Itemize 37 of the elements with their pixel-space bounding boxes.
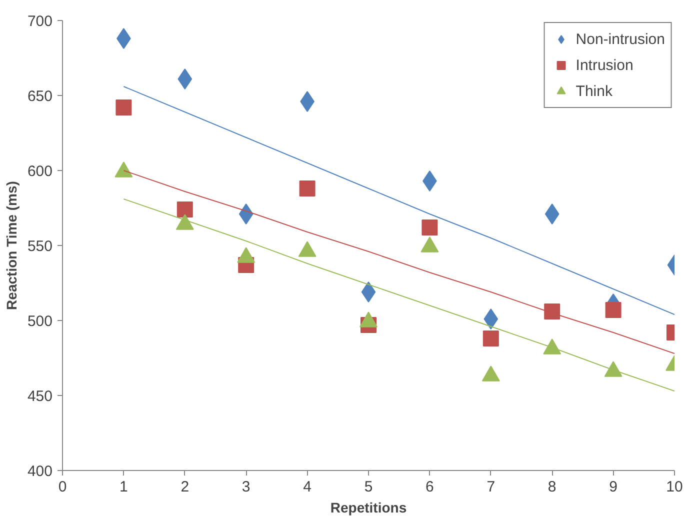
point xyxy=(238,204,254,224)
x-tick-label: 4 xyxy=(303,478,312,496)
y-tick-label: 700 xyxy=(27,13,53,30)
x-tick-label: 9 xyxy=(609,478,618,496)
point xyxy=(422,220,438,236)
y-tick-label: 450 xyxy=(27,388,53,405)
y-tick-label: 400 xyxy=(27,463,53,480)
x-axis-title: Repetitions xyxy=(330,500,407,516)
line-series xyxy=(123,198,674,392)
point xyxy=(482,330,499,346)
x-tick-label: 7 xyxy=(486,478,496,496)
point xyxy=(544,304,560,320)
x-tick-label: 6 xyxy=(426,478,434,496)
point xyxy=(116,100,132,116)
point xyxy=(484,308,498,330)
x-tick-label: 10 xyxy=(666,478,683,496)
point xyxy=(176,202,193,218)
x-tick-label: 1 xyxy=(120,478,128,496)
y-axis-title: Reaction Time (ms) xyxy=(3,181,20,310)
point xyxy=(544,204,560,224)
point xyxy=(361,282,376,302)
x-tick-label: 2 xyxy=(180,478,190,496)
y-tick-label: 550 xyxy=(27,238,53,255)
point xyxy=(299,180,316,196)
y-tick-label: 650 xyxy=(27,88,53,105)
legend-label: Think xyxy=(576,82,612,100)
y-tick-label: 600 xyxy=(27,163,53,180)
x-tick-label: 3 xyxy=(242,478,250,496)
x-tick-label: 0 xyxy=(58,478,67,496)
x-tick-label: 8 xyxy=(548,478,556,496)
legend-label: Non-intrusion xyxy=(576,30,665,48)
y-tick-label: 500 xyxy=(27,313,53,330)
point xyxy=(605,302,622,318)
legend-label: Intrusion xyxy=(576,56,634,74)
x-tick-label: 5 xyxy=(364,478,373,496)
line-series xyxy=(123,86,674,315)
point xyxy=(178,68,192,90)
